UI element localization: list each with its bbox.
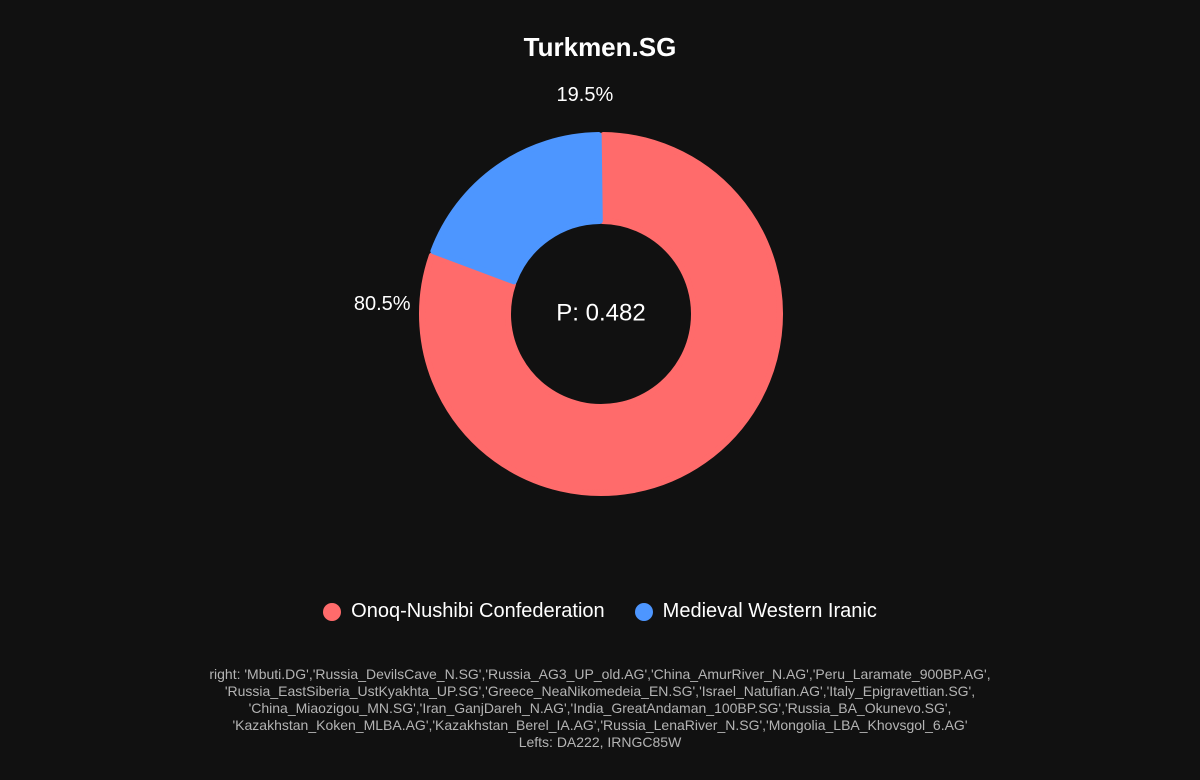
slice-value-label: 80.5%: [354, 293, 411, 315]
slice-value-label: 19.5%: [557, 84, 614, 106]
legend: Onoq-Nushibi Confederation Medieval West…: [0, 600, 1200, 623]
legend-swatch: [634, 602, 653, 621]
chart-title: Turkmen.SG: [523, 32, 677, 62]
legend-item-medieval-western-iranic[interactable]: Medieval Western Iranic: [634, 600, 877, 623]
footnote-line: 'Kazakhstan_Koken_MLBA.AG','Kazakhstan_B…: [232, 717, 968, 733]
footnote-line: 'China_Miaozigou_MN.SG','Iran_GanjDareh_…: [248, 700, 952, 716]
footnote: right: 'Mbuti.DG','Russia_DevilsCave_N.S…: [0, 666, 1200, 751]
donut-slice[interactable]: [419, 132, 783, 496]
center-label: P: 0.482: [556, 299, 645, 326]
footnote-line: Lefts: DA222, IRNGC85W: [518, 734, 682, 750]
legend-swatch: [323, 602, 342, 621]
donut-slice[interactable]: [430, 132, 603, 285]
legend-label: Medieval Western Iranic: [662, 600, 877, 622]
footnote-line: right: 'Mbuti.DG','Russia_DevilsCave_N.S…: [209, 666, 991, 682]
legend-item-onoq-nushibi[interactable]: Onoq-Nushibi Confederation: [323, 600, 605, 623]
legend-label: Onoq-Nushibi Confederation: [351, 600, 605, 622]
footnote-line: 'Russia_EastSiberia_UstKyakhta_UP.SG','G…: [224, 683, 976, 699]
